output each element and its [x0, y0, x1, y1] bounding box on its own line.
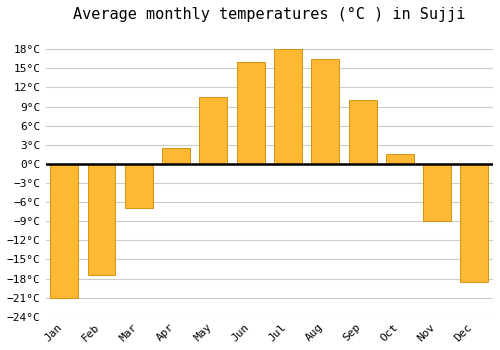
Bar	[236, 62, 264, 164]
Bar	[460, 164, 488, 282]
Bar	[312, 59, 339, 164]
Title: Average monthly temperatures (°C ) in Sujji: Average monthly temperatures (°C ) in Su…	[73, 7, 466, 22]
Bar	[200, 97, 228, 164]
Bar	[423, 164, 451, 221]
Bar	[386, 154, 414, 164]
Bar	[348, 100, 376, 164]
Bar	[88, 164, 116, 275]
Bar	[162, 148, 190, 164]
Bar	[274, 49, 302, 164]
Bar	[50, 164, 78, 298]
Bar	[125, 164, 153, 209]
